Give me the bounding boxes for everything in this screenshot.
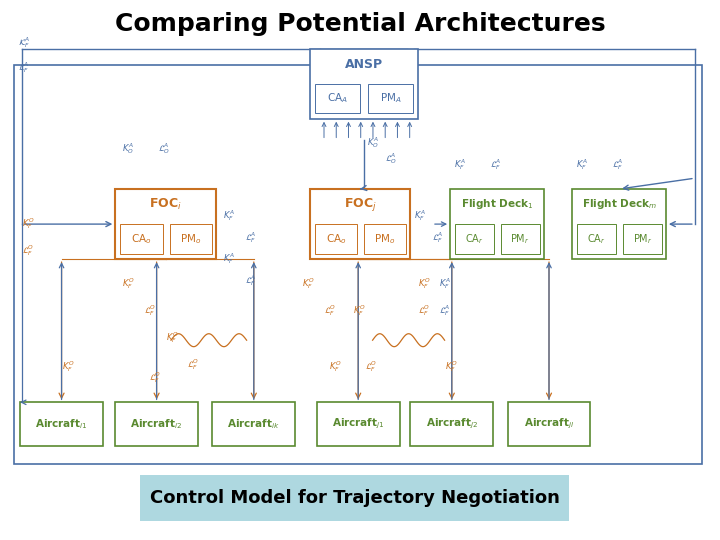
FancyBboxPatch shape — [212, 402, 295, 446]
Text: $K_F^A$: $K_F^A$ — [439, 276, 451, 291]
FancyBboxPatch shape — [450, 189, 544, 259]
Text: $K_F^O$: $K_F^O$ — [353, 303, 365, 318]
FancyBboxPatch shape — [364, 224, 406, 254]
Text: $K_F^A$: $K_F^A$ — [454, 157, 465, 172]
Text: ANSP: ANSP — [345, 58, 382, 71]
Text: $\mathcal{L}_F^O$: $\mathcal{L}_F^O$ — [187, 357, 199, 372]
Text: Comparing Potential Architectures: Comparing Potential Architectures — [114, 12, 606, 36]
Text: $\mathcal{L}_F^O$: $\mathcal{L}_F^O$ — [365, 360, 378, 374]
Text: PM$_o$: PM$_o$ — [180, 232, 202, 246]
FancyBboxPatch shape — [310, 189, 410, 259]
Text: $K_O^A$: $K_O^A$ — [367, 136, 379, 150]
Text: PM$_r$: PM$_r$ — [633, 232, 652, 246]
Text: $\mathcal{L}_F^O$: $\mathcal{L}_F^O$ — [324, 303, 336, 318]
FancyBboxPatch shape — [120, 224, 163, 254]
FancyBboxPatch shape — [170, 224, 212, 254]
Text: $\mathcal{L}_F^A$: $\mathcal{L}_F^A$ — [439, 303, 451, 318]
Text: $K_F^O$: $K_F^O$ — [418, 276, 430, 291]
FancyBboxPatch shape — [310, 49, 418, 119]
Text: $K_F^O$: $K_F^O$ — [22, 217, 34, 231]
FancyBboxPatch shape — [315, 224, 357, 254]
Text: $\mathcal{K}_F^A$: $\mathcal{K}_F^A$ — [18, 36, 30, 50]
Text: $K_F^A$: $K_F^A$ — [223, 208, 235, 223]
Text: CA$_o$: CA$_o$ — [131, 232, 152, 246]
Text: CA$_r$: CA$_r$ — [588, 232, 606, 246]
FancyBboxPatch shape — [20, 402, 103, 446]
Text: $\mathcal{L}_F^A$: $\mathcal{L}_F^A$ — [245, 230, 256, 245]
Text: $\mathcal{L}_F^A$: $\mathcal{L}_F^A$ — [490, 157, 501, 172]
Text: $\mathcal{L}_O^A$: $\mathcal{L}_O^A$ — [158, 141, 171, 156]
FancyBboxPatch shape — [572, 189, 666, 259]
Text: $\mathcal{L}_F^O$: $\mathcal{L}_F^O$ — [418, 303, 430, 318]
FancyBboxPatch shape — [115, 402, 198, 446]
Text: $\mathcal{L}_O^A$: $\mathcal{L}_O^A$ — [385, 152, 397, 166]
Text: Aircraft$_{jl}$: Aircraft$_{jl}$ — [523, 417, 575, 431]
Text: CA$_A$: CA$_A$ — [327, 92, 348, 105]
FancyBboxPatch shape — [140, 475, 569, 521]
Text: PM$_r$: PM$_r$ — [510, 232, 530, 246]
Text: PM$_o$: PM$_o$ — [374, 232, 396, 246]
Text: $K_F^A$: $K_F^A$ — [576, 157, 588, 172]
Text: CA$_o$: CA$_o$ — [325, 232, 346, 246]
Text: Aircraft$_{ik}$: Aircraft$_{ik}$ — [228, 417, 280, 431]
Text: $\mathcal{L}_F^A$: $\mathcal{L}_F^A$ — [18, 60, 30, 75]
Text: $K_F^O$: $K_F^O$ — [166, 330, 178, 345]
FancyBboxPatch shape — [115, 189, 216, 259]
Text: $\mathcal{L}_F^O$: $\mathcal{L}_F^O$ — [150, 370, 162, 385]
Text: $K_F^O$: $K_F^O$ — [330, 360, 342, 374]
FancyBboxPatch shape — [455, 224, 494, 254]
Text: Control Model for Trajectory Negotiation: Control Model for Trajectory Negotiation — [150, 489, 559, 507]
Text: Aircraft$_{i2}$: Aircraft$_{i2}$ — [130, 417, 183, 431]
FancyBboxPatch shape — [315, 84, 360, 113]
Text: Aircraft$_{i1}$: Aircraft$_{i1}$ — [35, 417, 88, 431]
Text: FOC$_j$: FOC$_j$ — [343, 196, 377, 213]
FancyBboxPatch shape — [368, 84, 413, 113]
Text: $\mathcal{L}_F^O$: $\mathcal{L}_F^O$ — [144, 303, 156, 318]
FancyBboxPatch shape — [317, 402, 400, 446]
Text: $K_O^A$: $K_O^A$ — [122, 141, 135, 156]
Text: FOC$_i$: FOC$_i$ — [149, 197, 182, 212]
Text: CA$_r$: CA$_r$ — [465, 232, 484, 246]
Text: $\mathcal{L}_F^O$: $\mathcal{L}_F^O$ — [22, 244, 34, 258]
FancyBboxPatch shape — [500, 224, 540, 254]
Text: $\mathcal{L}_F^A$: $\mathcal{L}_F^A$ — [245, 273, 256, 288]
Text: $K_F^A$: $K_F^A$ — [223, 252, 235, 266]
Text: Flight Deck$_1$: Flight Deck$_1$ — [461, 198, 533, 212]
Text: $K_F^O$: $K_F^O$ — [302, 276, 315, 291]
FancyBboxPatch shape — [508, 402, 590, 446]
Text: Aircraft$_{j1}$: Aircraft$_{j1}$ — [332, 417, 384, 431]
Text: $K_F^O$: $K_F^O$ — [444, 360, 457, 374]
Text: Aircraft$_{j2}$: Aircraft$_{j2}$ — [426, 417, 478, 431]
Text: $K_F^O$: $K_F^O$ — [122, 276, 135, 291]
Text: $K_F^A$: $K_F^A$ — [414, 208, 426, 223]
Text: Flight Deck$_m$: Flight Deck$_m$ — [582, 198, 657, 212]
Text: $\mathcal{L}_F^A$: $\mathcal{L}_F^A$ — [432, 230, 444, 245]
Text: $K_F^O$: $K_F^O$ — [62, 360, 74, 374]
Text: $\mathcal{L}_F^A$: $\mathcal{L}_F^A$ — [612, 157, 624, 172]
FancyBboxPatch shape — [577, 224, 616, 254]
Text: PM$_A$: PM$_A$ — [379, 92, 402, 105]
FancyBboxPatch shape — [410, 402, 493, 446]
FancyBboxPatch shape — [623, 224, 662, 254]
